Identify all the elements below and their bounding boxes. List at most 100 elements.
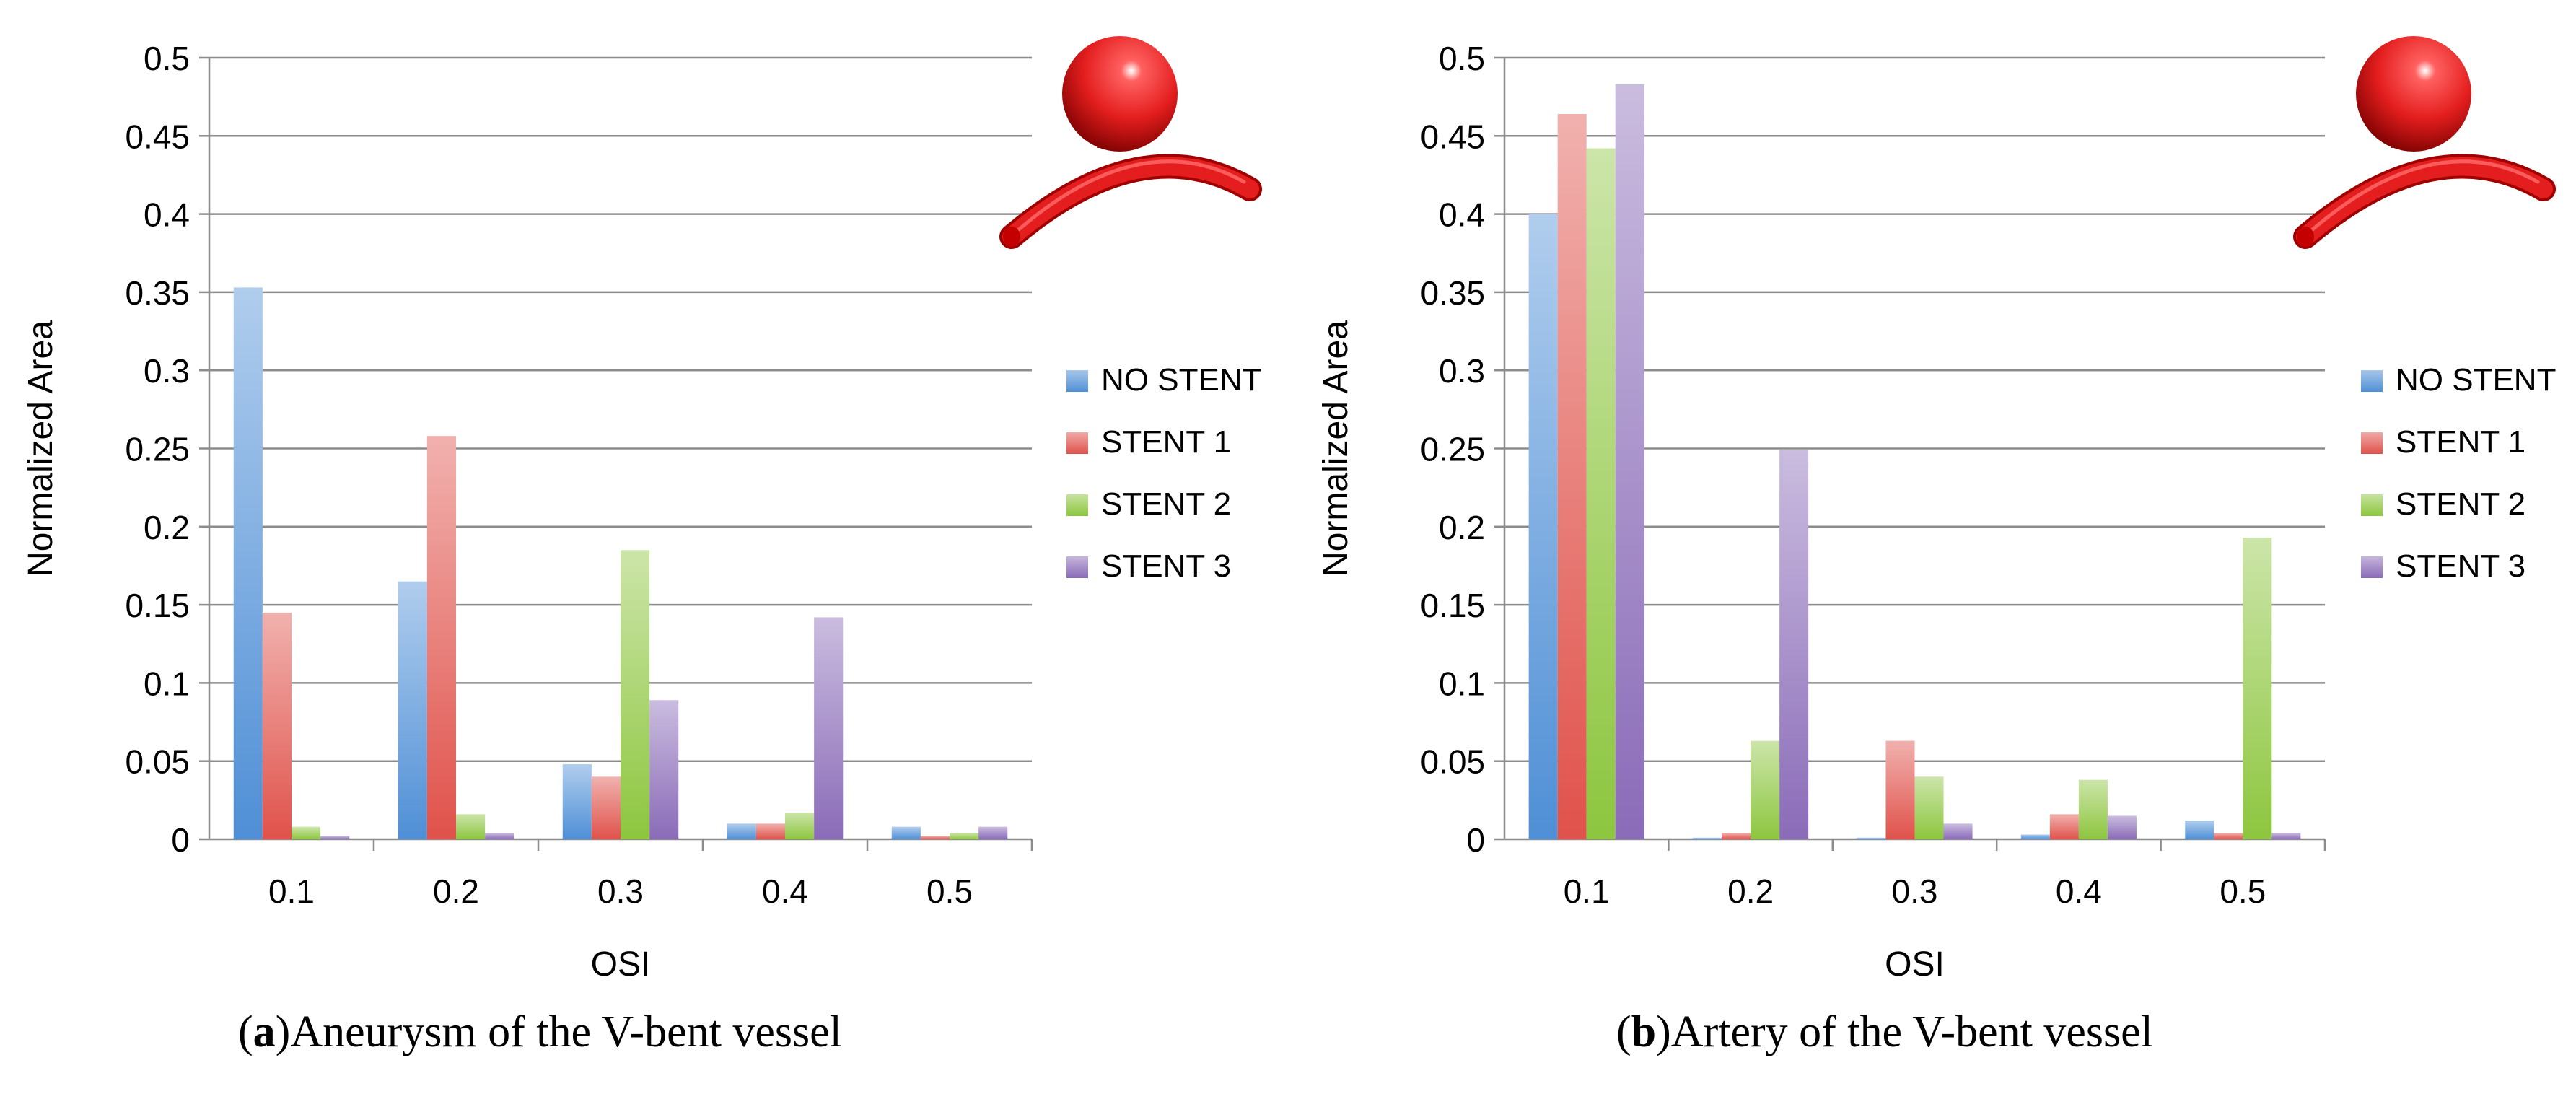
- y-tick-label: 0.35: [1420, 274, 1485, 312]
- bar-no-stent-0.5: [2185, 820, 2214, 839]
- legend-label-stent-2: STENT 2: [1101, 486, 1231, 522]
- y-tick-label: 0.15: [125, 587, 190, 624]
- y-tick-label: 0.35: [125, 274, 190, 312]
- y-tick-label: 0.25: [125, 431, 190, 468]
- bar-stent-2-0.2: [456, 814, 486, 839]
- bar-stent-3-0.1: [320, 836, 350, 839]
- bar-stent-1-0.2: [1722, 833, 1751, 839]
- bar-stent-1-0.5: [920, 836, 950, 839]
- bar-stent-2-0.3: [1914, 776, 1944, 839]
- legend-label-no-stent: NO STENT: [2396, 362, 2556, 398]
- bar-stent-1-0.2: [426, 436, 456, 839]
- legend-label-stent-3: STENT 3: [1101, 548, 1231, 584]
- bar-stent-1-0.3: [591, 776, 621, 839]
- bar-stent-3-0.5: [2271, 833, 2301, 839]
- y-tick-label: 0.3: [144, 352, 190, 390]
- y-tick-label: 0.1: [144, 665, 190, 702]
- legend: NO STENT STENT 1 STENT 2 STENT 3: [2361, 362, 2556, 584]
- bar-no-stent-0.1: [1528, 214, 1558, 840]
- x-tick-label: 0.1: [268, 872, 315, 910]
- y-tick-label: 0.25: [1420, 431, 1485, 468]
- legend-label-stent-3: STENT 3: [2396, 548, 2525, 584]
- caption-b: (b)Artery of the V-bent vessel: [1616, 1007, 2153, 1086]
- legend-label-no-stent: NO STENT: [1101, 362, 1261, 398]
- y-axis-label: Normalized Area: [22, 320, 60, 577]
- legend-label-stent-1: STENT 1: [1101, 424, 1231, 460]
- bar-stent-2-0.1: [1586, 148, 1616, 840]
- legend-swatch-stent-2: [1066, 494, 1088, 516]
- bar-stent-3-0.3: [1943, 823, 1973, 839]
- bar-stent-2-0.1: [292, 826, 321, 839]
- caption-a-label: (a): [238, 1007, 291, 1056]
- y-tick-label: 0.4: [144, 196, 190, 234]
- y-axis-label: Normalized Area: [1317, 320, 1355, 577]
- bar-no-stent-0.2: [398, 581, 427, 839]
- y-tick-label: 0.45: [125, 118, 190, 155]
- bar-no-stent-0.1: [233, 287, 263, 840]
- vessel-illustration-b: [2293, 36, 2556, 249]
- bar-stent-1-0.3: [1885, 740, 1915, 839]
- caption-a: (a)Aneurysm of the V-bent vessel: [238, 1007, 842, 1086]
- y-tick-label: 0.05: [1420, 743, 1485, 781]
- legend-swatch-stent-1: [1066, 432, 1088, 454]
- x-axis-label: OSI: [1885, 945, 1945, 984]
- x-tick-label: 0.2: [1727, 872, 1774, 910]
- legend-swatch-stent-3: [2361, 556, 2383, 578]
- bar-stent-2-0.5: [950, 833, 979, 839]
- y-tick-label: 0.45: [1420, 118, 1485, 155]
- y-tick-label: 0.5: [1439, 40, 1485, 77]
- caption-b-label: (b): [1616, 1007, 1671, 1056]
- bar-no-stent-0.4: [2020, 834, 2050, 839]
- x-tick-label: 0.3: [1892, 872, 1938, 910]
- chart-artery: 0 0.05 0.1 0.15 0.2 0.25 0.3 0.35 0.4 0.45 0.5 0.1 0…: [1317, 36, 2556, 984]
- bar-no-stent-0.3: [562, 764, 592, 839]
- bar-stent-3-0.2: [485, 833, 514, 839]
- bar-stent-1-0.4: [755, 823, 785, 839]
- vessel-illustration-a: [999, 36, 1262, 249]
- bar-stent-3-0.4: [814, 617, 844, 839]
- bar-no-stent-0.4: [727, 823, 756, 839]
- caption-a-text: Aneurysm of the V-bent vessel: [290, 1007, 842, 1056]
- chart-aneurysm: 0 0.05 0.1 0.15 0.2 0.25 0.3 0.35 0.4 0.45 0.5 0.1 0…: [22, 36, 1262, 984]
- x-tick-label: 0.4: [762, 872, 808, 910]
- bar-stent-2-0.3: [621, 550, 650, 839]
- y-tick-label: 0.05: [125, 743, 190, 781]
- bar-no-stent-0.3: [1857, 837, 1886, 839]
- y-tick-label: 0: [1466, 821, 1485, 859]
- bar-stent-3-0.5: [978, 826, 1008, 839]
- x-axis-label: OSI: [591, 945, 651, 984]
- legend: NO STENT STENT 1 STENT 2 STENT 3: [1066, 362, 1261, 584]
- bar-stent-2-0.2: [1751, 740, 1780, 839]
- legend-swatch-stent-1: [2361, 432, 2383, 454]
- y-tick-label: 0.1: [1439, 665, 1485, 702]
- legend-swatch-no-stent: [1066, 370, 1088, 392]
- legend-swatch-stent-2: [2361, 494, 2383, 516]
- bar-no-stent-0.5: [891, 826, 921, 839]
- y-tick-label: 0.5: [144, 40, 190, 77]
- bar-stent-2-0.5: [2243, 537, 2272, 839]
- bar-stent-1-0.4: [2049, 814, 2079, 839]
- legend-swatch-no-stent: [2361, 370, 2383, 392]
- bar-stent-3-0.4: [2107, 815, 2137, 839]
- bar-stent-3-0.3: [649, 700, 679, 839]
- x-tick-label: 0.5: [926, 872, 973, 910]
- legend-label-stent-2: STENT 2: [2396, 486, 2525, 522]
- x-tick-label: 0.2: [433, 872, 479, 910]
- y-tick-label: 0.2: [144, 509, 190, 546]
- caption-b-text: Artery of the V-bent vessel: [1670, 1007, 2153, 1056]
- y-tick-label: 0.2: [1439, 509, 1485, 546]
- bar-stent-1-0.1: [262, 612, 292, 839]
- bar-stent-1-0.5: [2214, 833, 2243, 839]
- y-tick-label: 0: [171, 821, 190, 859]
- x-tick-label: 0.3: [597, 872, 644, 910]
- legend-label-stent-1: STENT 1: [2396, 424, 2525, 460]
- bar-stent-2-0.4: [785, 813, 815, 839]
- bar-no-stent-0.2: [1693, 837, 1722, 839]
- x-tick-label: 0.1: [1564, 872, 1610, 910]
- x-tick-label: 0.5: [2220, 872, 2266, 910]
- legend-swatch-stent-3: [1066, 556, 1088, 578]
- y-tick-label: 0.15: [1420, 587, 1485, 624]
- bar-stent-3-0.2: [1779, 450, 1809, 839]
- bar-stent-3-0.1: [1615, 84, 1644, 839]
